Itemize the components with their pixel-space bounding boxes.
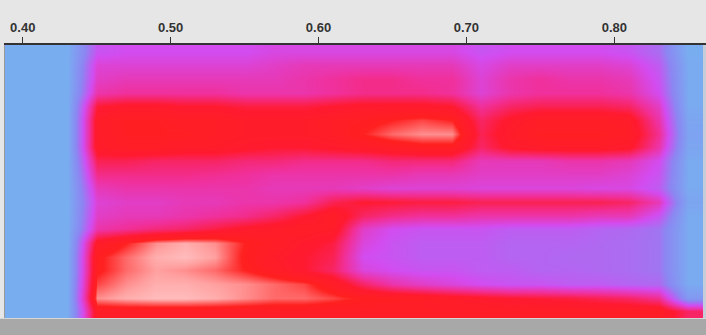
svg-text:0.70: 0.70 (454, 20, 479, 35)
svg-text:0.50: 0.50 (158, 20, 183, 35)
svg-text:0.80: 0.80 (602, 20, 627, 35)
svg-text:0.60: 0.60 (306, 20, 331, 35)
svg-text:0.40: 0.40 (10, 20, 35, 35)
